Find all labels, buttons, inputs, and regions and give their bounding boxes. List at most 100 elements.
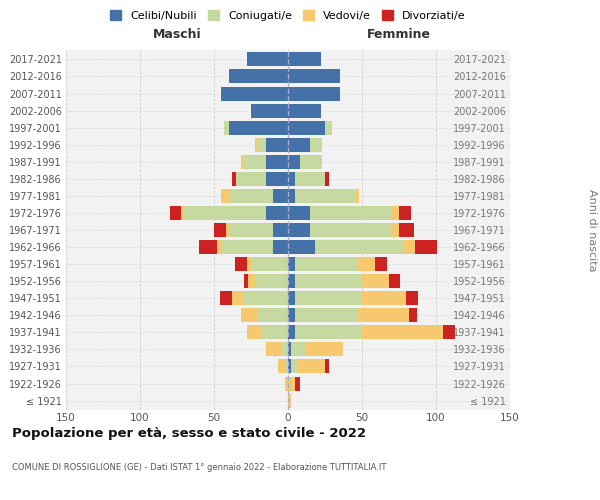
Bar [241,155,244,168]
Bar [288,308,295,322]
Bar [232,292,244,305]
Bar [241,308,259,322]
Bar [288,223,310,237]
Bar [295,292,362,305]
Bar [214,223,226,237]
Bar [300,155,322,168]
Bar [298,360,325,374]
Bar [288,86,340,101]
Bar [247,326,262,340]
Bar [362,326,443,340]
Bar [295,189,355,203]
Bar [288,138,310,151]
Bar [288,155,300,168]
Bar [248,274,256,288]
Bar [229,223,273,237]
Bar [389,274,400,288]
Bar [236,172,266,186]
Bar [217,240,221,254]
Bar [288,292,295,305]
Bar [376,257,387,271]
Bar [325,120,332,134]
Text: Femmine: Femmine [367,28,431,40]
Bar [288,360,291,374]
Bar [358,257,376,271]
Bar [170,206,181,220]
Bar [310,206,392,220]
Bar [399,223,414,237]
Bar [295,308,358,322]
Bar [288,172,295,186]
Bar [295,257,358,271]
Bar [229,70,288,84]
Bar [295,326,362,340]
Bar [256,274,288,288]
Bar [288,342,291,356]
Bar [259,308,288,322]
Bar [288,52,320,66]
Bar [355,189,359,203]
Bar [406,292,418,305]
Bar [288,274,295,288]
Bar [288,257,295,271]
Bar [220,292,232,305]
Text: COMUNE DI ROSSIGLIONE (GE) - Dati ISTAT 1° gennaio 2022 - Elaborazione TUTTITALI: COMUNE DI ROSSIGLIONE (GE) - Dati ISTAT … [12,462,386,471]
Bar [288,240,314,254]
Bar [281,342,288,356]
Bar [221,240,273,254]
Bar [325,172,329,186]
Bar [399,206,411,220]
Bar [403,240,415,254]
Bar [415,240,437,254]
Bar [181,206,184,220]
Bar [273,223,288,237]
Bar [273,189,288,203]
Bar [288,206,310,220]
Bar [362,274,389,288]
Bar [273,240,288,254]
Bar [224,120,229,134]
Bar [295,274,362,288]
Bar [232,172,236,186]
Bar [251,257,288,271]
Bar [310,223,392,237]
Bar [291,342,306,356]
Bar [325,360,329,374]
Bar [288,70,340,84]
Bar [288,394,291,407]
Bar [288,104,320,118]
Text: Maschi: Maschi [152,28,202,40]
Legend: Celibi/Nubili, Coniugati/e, Vedovi/e, Divorziati/e: Celibi/Nubili, Coniugati/e, Vedovi/e, Di… [108,8,468,24]
Bar [306,342,343,356]
Bar [358,308,409,322]
Bar [295,376,300,390]
Bar [288,376,295,390]
Bar [244,155,266,168]
Bar [288,326,295,340]
Bar [295,172,325,186]
Bar [314,240,403,254]
Bar [247,52,288,66]
Bar [278,360,285,374]
Y-axis label: Fasce di età: Fasce di età [0,197,3,263]
Bar [235,257,247,271]
Bar [229,189,273,203]
Bar [392,223,399,237]
Bar [251,104,288,118]
Bar [221,189,229,203]
Bar [362,292,406,305]
Bar [184,206,266,220]
Bar [266,155,288,168]
Bar [199,240,217,254]
Bar [288,189,295,203]
Bar [262,326,288,340]
Bar [409,308,417,322]
Bar [266,206,288,220]
Bar [288,120,325,134]
Bar [226,223,229,237]
Bar [291,360,298,374]
Bar [266,172,288,186]
Bar [229,120,288,134]
Bar [244,292,288,305]
Bar [443,326,455,340]
